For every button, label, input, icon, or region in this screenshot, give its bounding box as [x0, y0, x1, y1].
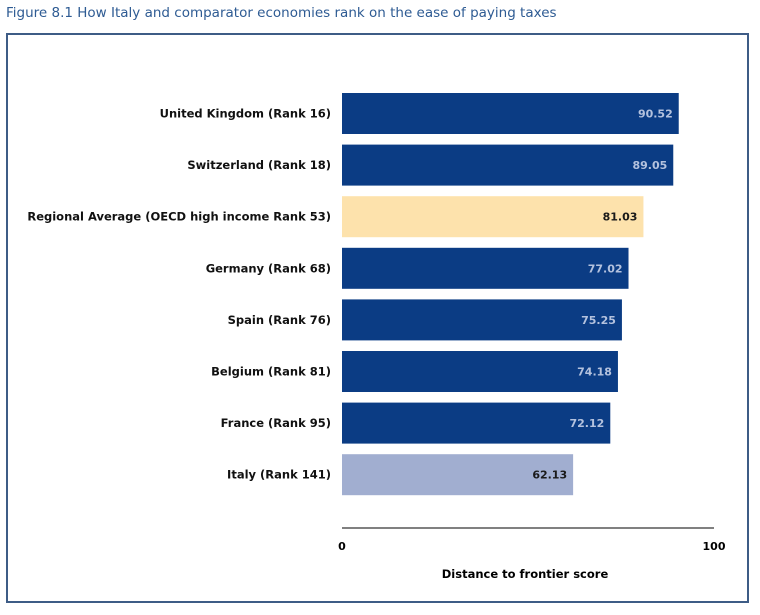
bar-value-label: 81.03: [603, 211, 638, 224]
bar-value-label: 74.18: [577, 366, 612, 379]
bars-layer: United Kingdom (Rank 16) 90.52 Switzerland…: [27, 93, 679, 496]
x-tick-label-min: 0: [338, 540, 346, 553]
bar-value-label: 89.05: [632, 159, 667, 172]
bar-value-label: 72.12: [569, 417, 604, 430]
category-label: Switzerland (Rank 18): [187, 158, 331, 172]
category-label: France (Rank 95): [221, 416, 331, 430]
figure-title: Figure 8.1 How Italy and comparator econ…: [6, 5, 557, 21]
category-label: Germany (Rank 68): [206, 261, 331, 275]
category-label: Italy (Rank 141): [227, 468, 331, 482]
category-label: Spain (Rank 76): [228, 313, 331, 327]
bar-value-label: 77.02: [588, 262, 623, 275]
bar: [342, 196, 644, 238]
x-axis-title: Distance to frontier score: [442, 567, 609, 581]
x-axis: 0 100 Distance to frontier score: [338, 527, 726, 581]
bar: [342, 299, 622, 341]
category-label: United Kingdom (Rank 16): [160, 107, 331, 121]
category-label: Regional Average (OECD high income Rank …: [27, 210, 331, 224]
bar: [342, 93, 679, 134]
bar: [342, 144, 674, 186]
bar-chart: United Kingdom (Rank 16) 90.52 Switzerland…: [27, 93, 726, 581]
chart-frame: United Kingdom (Rank 16) 90.52 Switzerland…: [6, 33, 749, 603]
bar-value-label: 75.25: [581, 314, 616, 327]
bar: [342, 247, 629, 289]
bar: [342, 454, 574, 496]
category-label: Belgium (Rank 81): [211, 365, 331, 379]
bar: [342, 402, 611, 444]
bar: [342, 351, 618, 392]
bar-value-label: 62.13: [532, 469, 567, 482]
x-tick-label-max: 100: [703, 540, 726, 553]
bar-value-label: 90.52: [638, 108, 673, 121]
